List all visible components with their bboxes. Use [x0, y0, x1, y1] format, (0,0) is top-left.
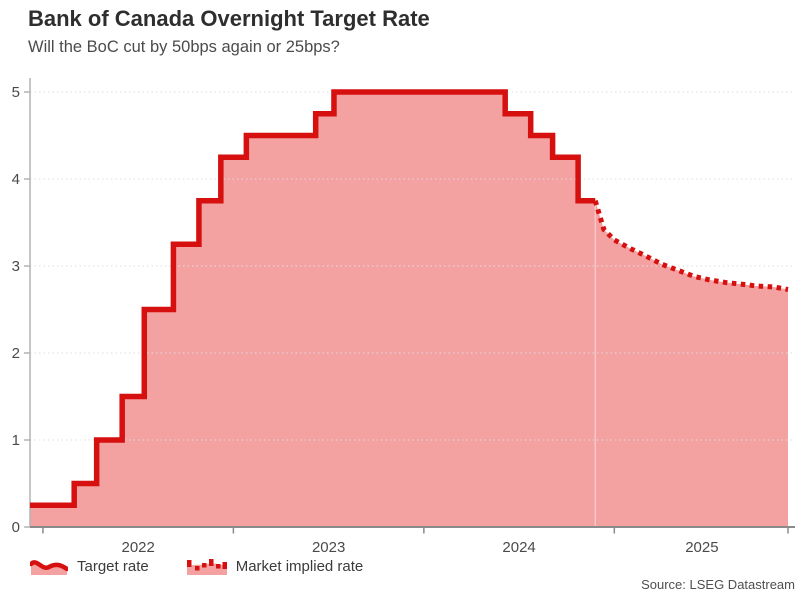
x-axis-year-label: 2025 [685, 539, 718, 556]
legend-label-target-rate: Target rate [77, 557, 149, 575]
market-implied-legend-icon [186, 558, 227, 575]
target-rate-legend-icon [30, 560, 68, 575]
legend-item-target-rate: Target rate [30, 556, 149, 576]
y-axis-tick-label: 2 [12, 345, 20, 362]
x-axis-year-label: 2022 [121, 539, 154, 556]
chart-subtitle: Will the BoC cut by 50bps again or 25bps… [28, 38, 340, 56]
y-axis-tick-label: 3 [12, 258, 20, 275]
chart-title: Bank of Canada Overnight Target Rate [28, 6, 430, 31]
y-axis-tick-label: 4 [12, 171, 20, 188]
market-implied-line [592, 200, 789, 292]
y-axis-tick-label: 5 [12, 84, 20, 101]
y-axis-tick-label: 0 [12, 519, 20, 536]
source-credit: Source: LSEG Datastream [641, 577, 795, 592]
chart-legend: Target rate Market implied rate [30, 556, 363, 576]
legend-item-market-implied: Market implied rate [186, 557, 364, 575]
target-rate-line [30, 89, 596, 508]
legend-label-market-implied: Market implied rate [235, 557, 364, 575]
x-axis-year-label: 2024 [502, 539, 535, 556]
y-axis-tick-label: 1 [12, 432, 20, 449]
x-axis-year-label: 2023 [312, 539, 345, 556]
